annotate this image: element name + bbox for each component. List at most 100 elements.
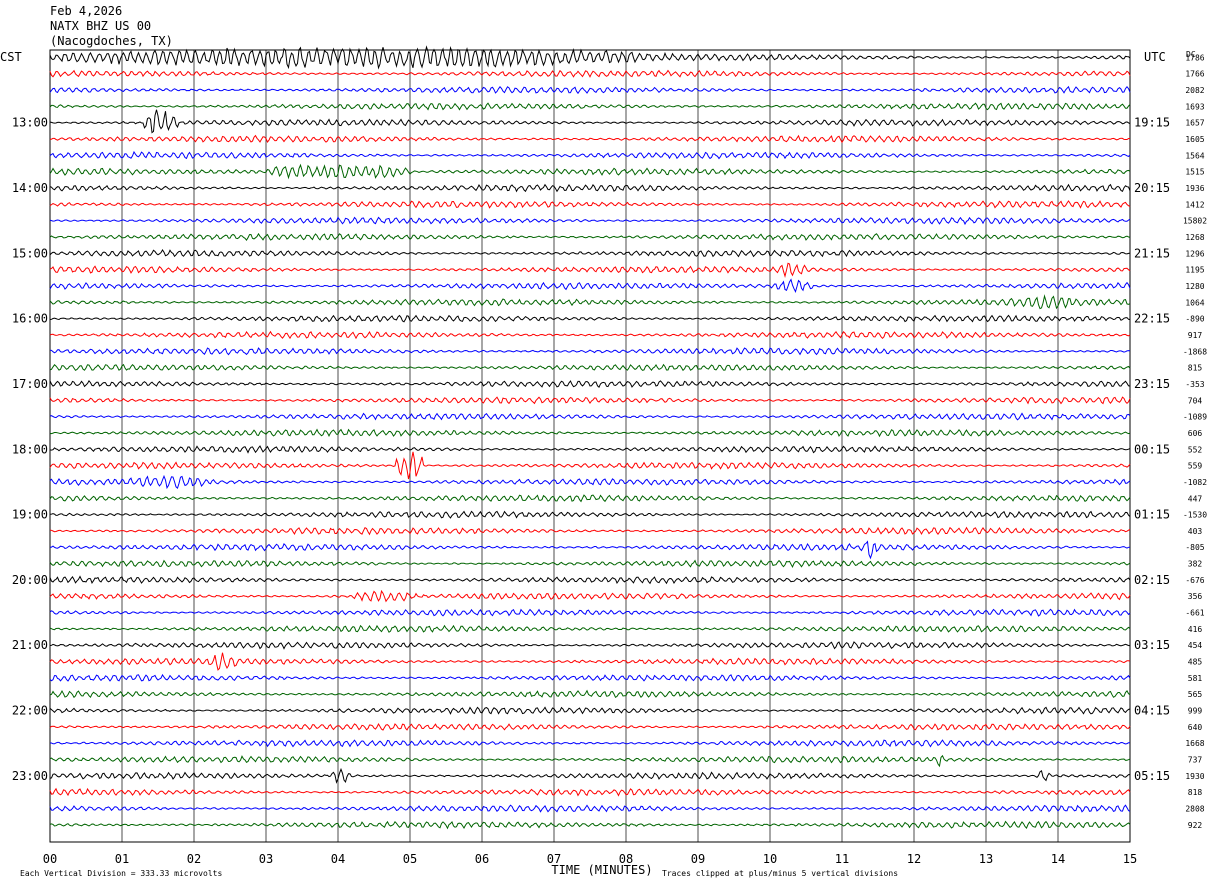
trace-line [49, 330, 1131, 340]
trace-line [49, 109, 1131, 134]
dc-offset-label: 1693 [1185, 102, 1204, 111]
dc-offset-label: -353 [1185, 380, 1204, 389]
trace-line [49, 706, 1131, 715]
trace-line [49, 445, 1131, 454]
dc-offset-label: 737 [1188, 756, 1203, 765]
dc-offset-label: 403 [1188, 527, 1203, 536]
dc-offset-label: 416 [1188, 625, 1203, 634]
dc-offset-label: -1089 [1183, 413, 1207, 422]
left-timezone-label: CST [0, 50, 22, 64]
dc-offset-label: 1515 [1185, 168, 1204, 177]
trace-line [49, 494, 1131, 503]
right-hour-label: 00:15 [1134, 442, 1170, 456]
trace-line [49, 575, 1131, 585]
right-hour-label: 01:15 [1134, 508, 1170, 522]
dc-offset-label: 1280 [1185, 282, 1204, 291]
trace-line [49, 641, 1131, 650]
vertical-division-note: Each Vertical Division = 333.33 microvol… [20, 869, 222, 878]
dc-offset-label: -661 [1185, 609, 1204, 618]
left-hour-label: 19:00 [12, 508, 48, 522]
dc-offset-label: 815 [1188, 364, 1203, 373]
dc-offset-label: 1268 [1185, 233, 1204, 242]
trace-line [49, 278, 1131, 293]
x-tick-label: 02 [187, 852, 201, 866]
x-tick-label: 01 [115, 852, 129, 866]
dc-offset-label: 1064 [1185, 298, 1204, 307]
dc-offset-label: -805 [1185, 543, 1204, 552]
dc-offset-label: 922 [1188, 821, 1203, 830]
dc-offset-label: 1605 [1185, 135, 1204, 144]
right-hour-label: 05:15 [1134, 769, 1170, 783]
dc-offset-label: 2082 [1185, 86, 1204, 95]
trace-line [49, 314, 1131, 323]
trace-line [49, 787, 1131, 797]
dc-offset-label: 15802 [1183, 217, 1207, 226]
trace-line [49, 526, 1131, 536]
trace-line [49, 804, 1131, 813]
x-tick-label: 08 [619, 852, 633, 866]
trace-line [49, 474, 1131, 490]
trace-line [49, 150, 1131, 160]
dc-offset-label: 2808 [1185, 805, 1204, 814]
dc-offset-label: 356 [1188, 592, 1203, 601]
dc-offset-label: -1868 [1183, 347, 1207, 356]
trace-line [49, 559, 1131, 569]
trace-line [49, 363, 1131, 372]
left-hour-label: 16:00 [12, 312, 48, 326]
trace-line [49, 163, 1131, 180]
trace-line [49, 183, 1131, 193]
dc-offset-label: 552 [1188, 445, 1203, 454]
trace-line [49, 294, 1131, 310]
right-timezone-label: UTC [1144, 50, 1166, 64]
trace-line [49, 412, 1131, 421]
trace-line [49, 396, 1131, 405]
dc-offset-label: 1195 [1185, 266, 1204, 275]
plot-frame [49, 49, 1131, 843]
left-hour-label: 22:00 [12, 704, 48, 718]
x-tick-label: 15 [1123, 852, 1137, 866]
trace-line [49, 451, 1131, 480]
dc-header-label: DC [1186, 50, 1196, 59]
right-hour-label: 23:15 [1134, 377, 1170, 391]
dc-offset-label: -676 [1185, 576, 1204, 585]
trace-line [49, 45, 1131, 70]
dc-offset-label: 559 [1188, 462, 1203, 471]
x-tick-label: 14 [1051, 852, 1065, 866]
right-hour-label: 22:15 [1134, 312, 1170, 326]
station-code: NATX BHZ US 00 [50, 19, 152, 33]
trace-line [49, 589, 1131, 603]
dc-offset-label: 447 [1188, 494, 1203, 503]
trace-line [49, 262, 1131, 278]
dc-offset-label: 382 [1188, 560, 1203, 569]
trace-line [49, 624, 1131, 633]
chart-date: Feb 4,2026 [50, 4, 123, 18]
x-tick-label: 04 [331, 852, 345, 866]
clip-note: Traces clipped at plus/minus 5 vertical … [662, 869, 898, 878]
x-tick-label: 05 [403, 852, 417, 866]
right-hour-label: 21:15 [1134, 246, 1170, 260]
trace-line [49, 652, 1131, 671]
dc-offset-label: 454 [1188, 641, 1203, 650]
left-hour-label: 20:00 [12, 573, 48, 587]
trace-line [49, 85, 1131, 95]
left-hour-label: 15:00 [12, 246, 48, 260]
trace-line [49, 69, 1131, 78]
x-tick-label: 10 [763, 852, 777, 866]
trace-line [49, 510, 1131, 520]
right-hour-label: 04:15 [1134, 704, 1170, 718]
trace-line [49, 608, 1131, 617]
trace-line [49, 754, 1131, 768]
x-tick-label: 13 [979, 852, 993, 866]
dc-offset-label: 1657 [1185, 119, 1204, 128]
dc-offset-label: 1668 [1185, 739, 1204, 748]
dc-offset-label: -890 [1185, 315, 1204, 324]
dc-offset-label: 581 [1188, 674, 1203, 683]
dc-offset-label: 1412 [1185, 200, 1204, 209]
dc-offset-label: 1296 [1185, 249, 1204, 258]
x-tick-label: 06 [475, 852, 489, 866]
right-hour-label: 02:15 [1134, 573, 1170, 587]
trace-line [50, 739, 1130, 748]
x-tick-label: 11 [835, 852, 849, 866]
left-hour-label: 13:00 [12, 116, 48, 130]
